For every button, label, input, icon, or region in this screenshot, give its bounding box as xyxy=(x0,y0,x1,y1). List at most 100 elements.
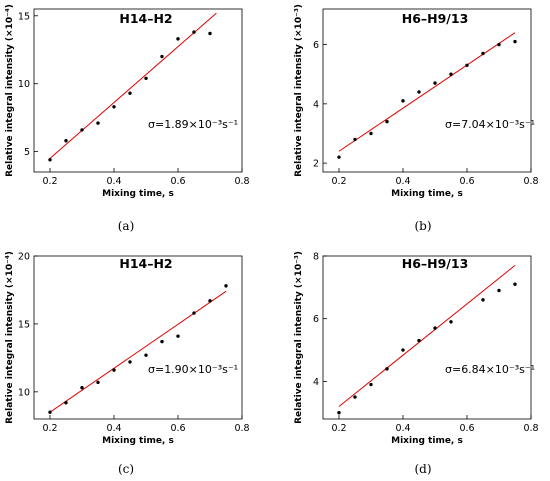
data-point xyxy=(112,105,116,109)
chart-title: H6–H9/13 xyxy=(402,256,469,271)
x-axis-title: Mixing time, s xyxy=(391,189,463,199)
y-axis-title: Relative integral intensity (×10⁻³) xyxy=(294,4,304,177)
y-axis-title: Relative integral intensity (×10⁻⁴) xyxy=(5,4,15,177)
x-tick-label: 0.4 xyxy=(106,423,121,434)
y-tick-label: 15 xyxy=(18,11,30,22)
chart-title: H14–H2 xyxy=(119,256,172,271)
data-point xyxy=(160,339,164,344)
data-point xyxy=(48,410,52,414)
data-point xyxy=(208,31,212,36)
y-axis-title: Relative integral intensity (×10⁻³) xyxy=(294,251,304,424)
y-tick-label: 8 xyxy=(313,252,319,263)
data-point xyxy=(497,288,501,293)
x-axis-title: Mixing time, s xyxy=(391,436,463,446)
data-point xyxy=(369,382,373,387)
data-point xyxy=(144,76,148,80)
y-tick-label: 4 xyxy=(313,99,319,110)
x-tick-label: 0.8 xyxy=(523,423,538,434)
panel-label: (a) xyxy=(118,219,135,233)
chart-panel: 0.2 0.4 0.6 0.8 10 15 20 Mixing time, s Relative… xyxy=(5,251,250,446)
data-point xyxy=(385,119,389,124)
data-point xyxy=(353,395,357,399)
data-point xyxy=(513,39,517,44)
data-point xyxy=(80,128,84,132)
data-point xyxy=(144,353,148,357)
rate-annotation: σ=7.04×10⁻³s⁻¹ xyxy=(445,118,535,131)
data-point xyxy=(224,284,228,288)
panel-label: (d) xyxy=(414,462,431,476)
data-point xyxy=(192,30,196,34)
x-tick-label: 0.2 xyxy=(42,423,57,434)
x-tick-label: 0.2 xyxy=(331,423,346,434)
data-point xyxy=(96,380,100,385)
data-point xyxy=(96,121,100,125)
data-point xyxy=(385,367,389,371)
data-point xyxy=(192,311,196,315)
data-point xyxy=(353,137,357,142)
data-point xyxy=(48,158,52,162)
plot-frame xyxy=(322,8,532,173)
data-point xyxy=(337,411,341,415)
plot-frame xyxy=(33,255,243,420)
linear-fit-line xyxy=(49,290,227,413)
data-point xyxy=(497,42,501,47)
chart-panel: 0.2 0.4 0.6 0.8 4 6 8 Mixing time, s Relative in… xyxy=(294,251,539,446)
data-point xyxy=(208,299,212,303)
y-tick-label: 2 xyxy=(313,159,319,170)
chart-title: H6–H9/13 xyxy=(402,11,469,26)
x-tick-label: 0.6 xyxy=(170,176,185,187)
linear-fit-line xyxy=(49,12,217,159)
data-point xyxy=(80,386,84,390)
rate-annotation: σ=6.84×10⁻³s⁻¹ xyxy=(445,363,535,376)
data-point xyxy=(176,334,180,338)
data-point xyxy=(465,63,469,68)
data-point xyxy=(64,401,68,405)
y-tick-label: 6 xyxy=(313,40,319,51)
data-point xyxy=(449,72,453,76)
data-point xyxy=(433,326,437,330)
data-point xyxy=(433,81,437,85)
plot-frame xyxy=(322,255,532,420)
chart-panel: 0.2 0.4 0.6 0.8 2 4 6 Mixing time, s Relative in… xyxy=(294,4,539,199)
x-tick-label: 0.2 xyxy=(331,176,346,187)
linear-fit-line xyxy=(338,32,516,152)
y-tick-label: 20 xyxy=(18,252,30,263)
x-axis-title: Mixing time, s xyxy=(102,189,174,199)
data-point xyxy=(128,91,132,95)
data-point xyxy=(64,139,68,143)
data-point xyxy=(128,360,132,364)
chart-title: H14–H2 xyxy=(119,11,172,26)
rate-annotation: σ=1.89×10⁻³s⁻¹ xyxy=(148,118,238,131)
y-tick-label: 10 xyxy=(18,387,30,398)
y-tick-label: 15 xyxy=(18,319,30,330)
data-point xyxy=(160,54,164,59)
x-tick-label: 0.2 xyxy=(42,176,57,187)
data-point xyxy=(481,51,485,56)
data-point xyxy=(369,131,373,136)
data-point xyxy=(401,348,405,352)
x-tick-label: 0.8 xyxy=(234,423,249,434)
x-tick-label: 0.6 xyxy=(170,423,185,434)
rate-annotation: σ=1.90×10⁻³s⁻¹ xyxy=(148,363,238,376)
y-tick-label: 5 xyxy=(24,147,30,158)
y-tick-label: 4 xyxy=(313,377,319,388)
chart-panel: 0.2 0.4 0.6 0.8 5 10 15 Mixing time, s Relative … xyxy=(5,4,250,199)
x-tick-label: 0.4 xyxy=(106,176,121,187)
plot-frame xyxy=(33,8,243,173)
data-point xyxy=(337,155,341,159)
y-axis-title: Relative integral intensity (×10⁻⁴) xyxy=(5,251,15,424)
x-axis-title: Mixing time, s xyxy=(102,436,174,446)
data-point xyxy=(401,99,405,103)
linear-fit-line xyxy=(338,265,516,407)
panel-label: (b) xyxy=(414,219,431,233)
y-tick-label: 10 xyxy=(18,79,30,90)
panel-label: (c) xyxy=(118,462,134,476)
x-tick-label: 0.4 xyxy=(395,423,410,434)
data-point xyxy=(417,90,421,94)
data-point xyxy=(449,320,453,324)
x-tick-label: 0.6 xyxy=(459,176,474,187)
x-tick-label: 0.8 xyxy=(234,176,249,187)
data-point xyxy=(417,338,421,343)
x-tick-label: 0.4 xyxy=(395,176,410,187)
